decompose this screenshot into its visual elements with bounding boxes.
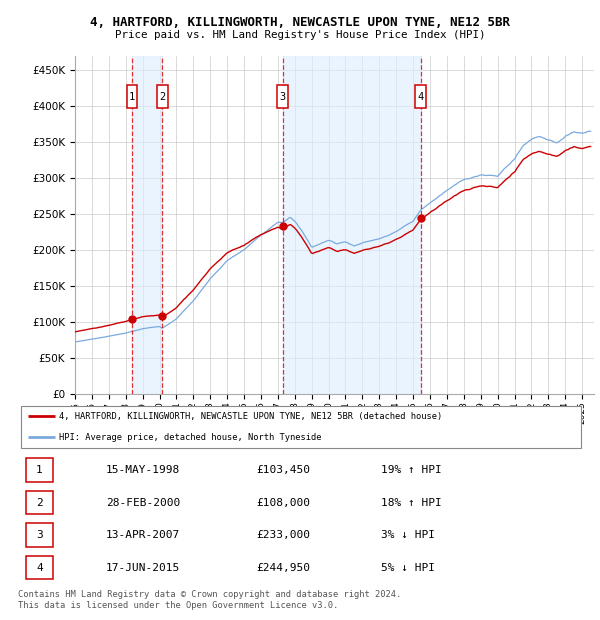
Text: 17-JUN-2015: 17-JUN-2015 (106, 563, 180, 573)
Text: 1: 1 (129, 92, 135, 102)
Text: £244,950: £244,950 (256, 563, 310, 573)
Text: 18% ↑ HPI: 18% ↑ HPI (381, 498, 442, 508)
Text: 3: 3 (280, 92, 286, 102)
Text: 4: 4 (418, 92, 424, 102)
FancyBboxPatch shape (21, 406, 581, 448)
FancyBboxPatch shape (277, 86, 288, 108)
FancyBboxPatch shape (157, 86, 167, 108)
Text: 4: 4 (36, 563, 43, 573)
Bar (132, 56, 162, 394)
Text: 4, HARTFORD, KILLINGWORTH, NEWCASTLE UPON TYNE, NE12 5BR: 4, HARTFORD, KILLINGWORTH, NEWCASTLE UPO… (90, 16, 510, 29)
Text: 13-APR-2007: 13-APR-2007 (106, 530, 180, 540)
Text: 3: 3 (36, 530, 43, 540)
Text: £103,450: £103,450 (256, 465, 310, 475)
Text: 28-FEB-2000: 28-FEB-2000 (106, 498, 180, 508)
Text: £108,000: £108,000 (256, 498, 310, 508)
Text: £233,000: £233,000 (256, 530, 310, 540)
Text: 19% ↑ HPI: 19% ↑ HPI (381, 465, 442, 475)
Text: 2: 2 (36, 498, 43, 508)
Text: 3% ↓ HPI: 3% ↓ HPI (381, 530, 435, 540)
FancyBboxPatch shape (26, 556, 53, 580)
Text: Contains HM Land Registry data © Crown copyright and database right 2024.
This d: Contains HM Land Registry data © Crown c… (18, 590, 401, 609)
Text: 5% ↓ HPI: 5% ↓ HPI (381, 563, 435, 573)
Text: 15-MAY-1998: 15-MAY-1998 (106, 465, 180, 475)
Text: HPI: Average price, detached house, North Tyneside: HPI: Average price, detached house, Nort… (59, 433, 322, 442)
Bar (283, 56, 421, 394)
FancyBboxPatch shape (26, 458, 53, 482)
FancyBboxPatch shape (127, 86, 137, 108)
FancyBboxPatch shape (26, 491, 53, 515)
FancyBboxPatch shape (415, 86, 426, 108)
FancyBboxPatch shape (26, 523, 53, 547)
Text: 4, HARTFORD, KILLINGWORTH, NEWCASTLE UPON TYNE, NE12 5BR (detached house): 4, HARTFORD, KILLINGWORTH, NEWCASTLE UPO… (59, 412, 442, 421)
Text: 2: 2 (159, 92, 166, 102)
Text: 1: 1 (36, 465, 43, 475)
Text: Price paid vs. HM Land Registry's House Price Index (HPI): Price paid vs. HM Land Registry's House … (115, 30, 485, 40)
